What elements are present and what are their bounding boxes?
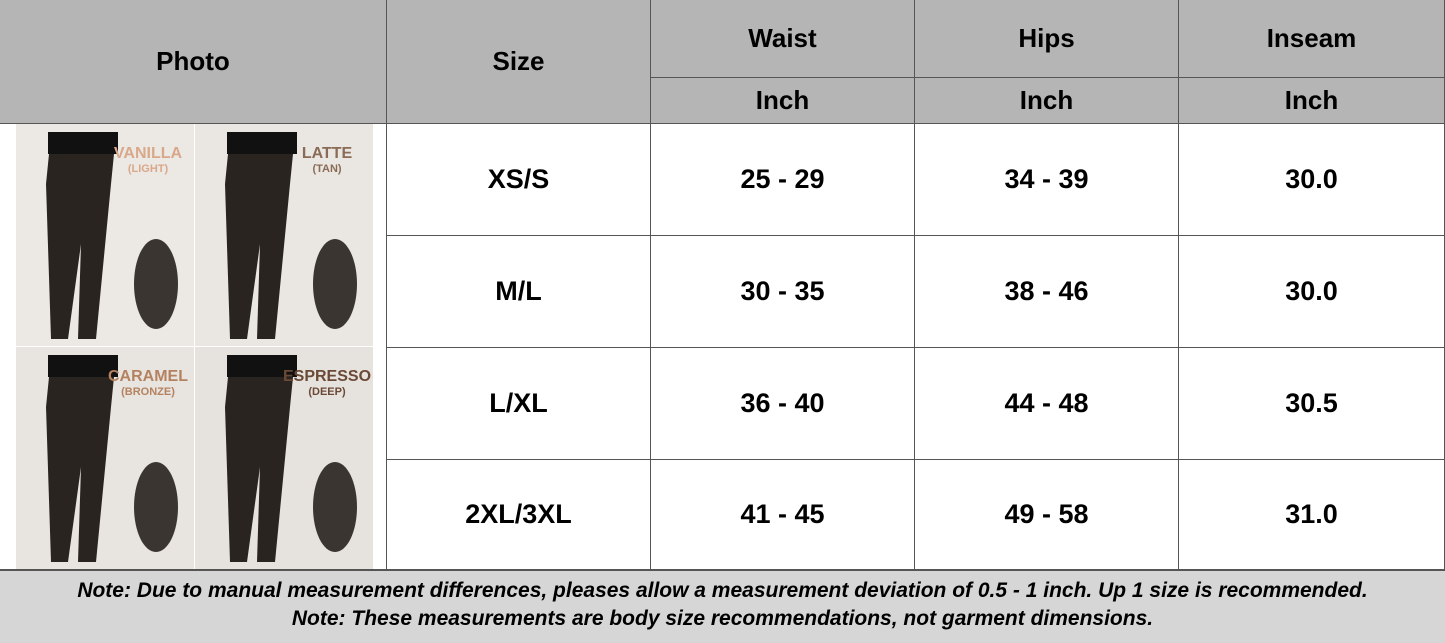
- data-cell: 30 - 35: [651, 236, 915, 348]
- note-line: Note: These measurements are body size r…: [291, 607, 1154, 630]
- shade-tone: (LIGHT): [128, 163, 169, 175]
- header-cell: Hips: [915, 0, 1179, 78]
- data-cell: 38 - 46: [915, 236, 1179, 348]
- shade-tone: (DEEP): [308, 386, 346, 398]
- data-cell: 44 - 48: [915, 348, 1179, 460]
- shade-name: LATTE: [302, 145, 353, 162]
- waistband: [227, 355, 297, 377]
- unit-cell: Inch: [915, 78, 1179, 124]
- waistband: [48, 355, 118, 377]
- tights: [46, 357, 116, 562]
- shade-name: ESPRESSO: [283, 368, 371, 385]
- product-photo: VANILLA(LIGHT) LATTE(TAN) CARAMEL(BRONZE) E…: [16, 124, 373, 569]
- data-cell: 25 - 29: [651, 124, 915, 236]
- data-cell: M/L: [387, 236, 651, 348]
- note-line: Note: Due to manual measurement differen…: [77, 579, 1368, 602]
- data-cell: 31.0: [1179, 460, 1445, 570]
- header-cell: Inseam: [1179, 0, 1445, 78]
- data-cell: L/XL: [387, 348, 651, 460]
- tights: [225, 357, 295, 562]
- model: [134, 462, 178, 552]
- model: [313, 462, 357, 552]
- waistband: [48, 132, 118, 154]
- data-cell: XS/S: [387, 124, 651, 236]
- tights: [46, 134, 116, 339]
- data-cell: 30.0: [1179, 124, 1445, 236]
- data-cell: 34 - 39: [915, 124, 1179, 236]
- data-cell: 30.0: [1179, 236, 1445, 348]
- model: [313, 239, 357, 329]
- data-cell: 2XL/3XL: [387, 460, 651, 570]
- shade-tone: (BRONZE): [121, 386, 175, 398]
- unit-cell: Inch: [651, 78, 915, 124]
- shade-tone: (TAN): [312, 163, 341, 175]
- tights: [225, 134, 295, 339]
- notes: Note: Due to manual measurement differen…: [0, 570, 1445, 643]
- model: [134, 239, 178, 329]
- data-cell: 41 - 45: [651, 460, 915, 570]
- header-cell: Size: [387, 0, 651, 124]
- data-cell: 49 - 58: [915, 460, 1179, 570]
- shade-name: CARAMEL: [108, 368, 188, 385]
- header-cell: Photo: [0, 0, 387, 124]
- shade-name: VANILLA: [114, 145, 183, 162]
- data-cell: 30.5: [1179, 348, 1445, 460]
- unit-cell: Inch: [1179, 78, 1445, 124]
- header-cell: Waist: [651, 0, 915, 78]
- waistband: [227, 132, 297, 154]
- data-cell: 36 - 40: [651, 348, 915, 460]
